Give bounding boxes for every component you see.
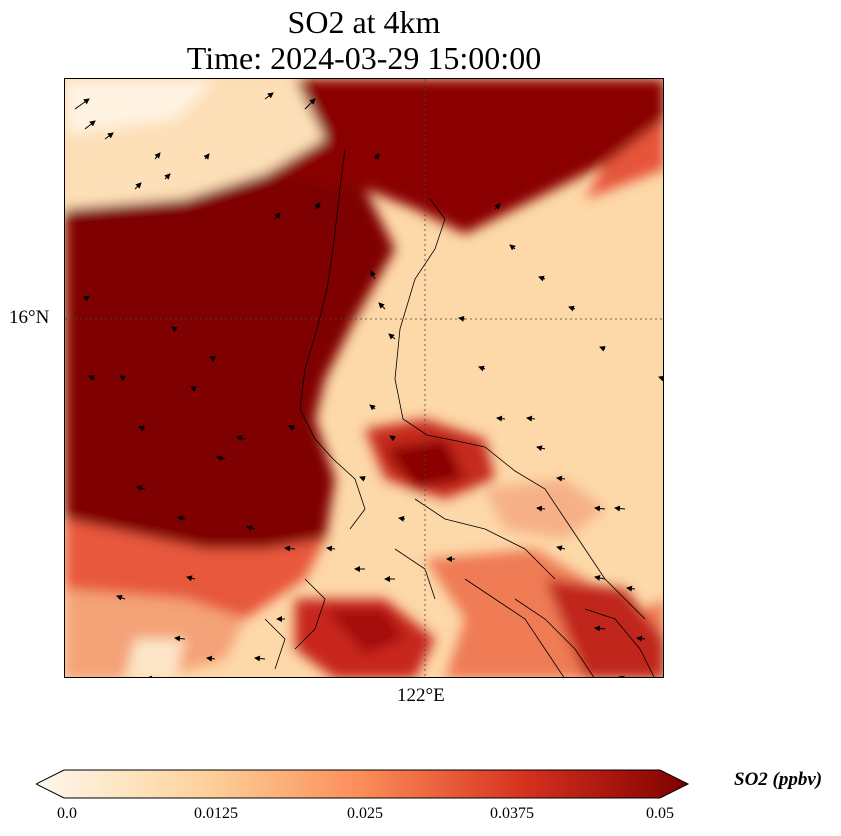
wind-vector-arrow [288, 425, 296, 431]
coastlines [264, 148, 655, 677]
wind-vector-arrow [496, 415, 506, 422]
wind-vector-arrow [594, 505, 606, 512]
wind-vector-arrow [626, 585, 636, 592]
wind-vector-arrow [74, 98, 90, 110]
colorbar-label: SO2 (ppbv) [734, 769, 823, 790]
wind-vector-arrow [369, 404, 376, 411]
colorbar [36, 769, 690, 799]
wind-vector-arrow [174, 635, 186, 642]
wind-vector-arrow [326, 545, 336, 552]
colorbar-tick-label: 0.0125 [194, 805, 238, 822]
wind-vector-arrow [177, 515, 186, 522]
latitude-tick-label: 16°N [9, 307, 50, 328]
wind-vector-arrow [370, 270, 376, 280]
wind-vector-arrow [264, 92, 274, 100]
wind-vector-arrow [88, 375, 96, 381]
wind-vector-arrow [373, 153, 380, 160]
wind-vector-arrow [536, 505, 546, 512]
wind-vector-arrow [274, 212, 281, 220]
colorbar-tick-label: 0.0 [57, 805, 77, 822]
wind-vector-arrow [171, 326, 178, 333]
wind-vector-arrow [246, 525, 256, 532]
wind-vector-arrow [164, 173, 171, 180]
wind-vector-arrow [154, 152, 161, 160]
wind-vector-arrow [236, 435, 246, 442]
wind-vector-arrow [186, 575, 196, 582]
wind-vector-arrow [119, 375, 126, 382]
wind-vector-arrow [216, 455, 226, 462]
wind-vector-arrow [538, 275, 546, 282]
map-title: SO2 at 4km [287, 4, 441, 40]
wind-vector-arrow [458, 315, 466, 322]
map-canvas [65, 79, 663, 677]
longitude-tick-label: 122°E [397, 685, 445, 706]
wind-vector-arrow [526, 415, 536, 422]
wind-vectors [74, 92, 663, 677]
map-subtitle-time: Time: 2024-03-29 15:00:00 [186, 40, 542, 76]
wind-vector-arrow [398, 515, 406, 522]
wind-vector-arrow [556, 475, 566, 482]
wind-vector-arrow [190, 386, 197, 392]
wind-vector-arrow [206, 655, 216, 662]
gridlines [65, 79, 663, 677]
so2-field [65, 79, 663, 677]
wind-vector-arrow [509, 244, 516, 251]
colorbar-tick-label: 0.0375 [490, 805, 534, 822]
wind-vector-arrow [134, 182, 142, 190]
wind-vector-arrow [138, 425, 146, 432]
wind-vector-arrow [209, 356, 216, 362]
colorbar-tick-label: 0.05 [646, 805, 674, 822]
wind-vector-arrow [284, 545, 296, 552]
wind-vector-arrow [636, 635, 646, 642]
wind-vector-arrow [478, 365, 486, 372]
wind-vector-arrow [658, 375, 663, 382]
wind-vector-arrow [568, 305, 576, 312]
wind-vector-arrow [203, 153, 210, 160]
wind-vector-arrow [254, 655, 266, 662]
wind-vector-arrow [388, 333, 396, 340]
wind-vector-arrow [84, 120, 96, 130]
wind-vector-arrow [618, 675, 625, 677]
wind-vector-arrow [116, 594, 126, 601]
wind-vector-arrow [536, 445, 546, 452]
wind-vector-arrow [594, 575, 606, 581]
wind-vector-arrow [599, 346, 606, 352]
wind-vector-arrow [614, 505, 626, 512]
wind-vector-arrow [304, 98, 316, 110]
wind-vector-arrow [314, 202, 321, 210]
wind-vector-arrow [83, 295, 90, 302]
wind-vector-arrow [359, 476, 366, 482]
wind-vector-arrow [594, 625, 606, 632]
wind-vector-arrow [136, 485, 146, 492]
colorbar-tick-label: 0.025 [347, 805, 383, 822]
wind-vector-arrow [556, 545, 566, 552]
wind-vector-arrow [104, 132, 114, 140]
wind-vector-arrow [494, 203, 501, 210]
wind-vector-arrow [378, 302, 386, 310]
wind-vector-arrow [389, 435, 396, 442]
map-panel [64, 78, 664, 678]
